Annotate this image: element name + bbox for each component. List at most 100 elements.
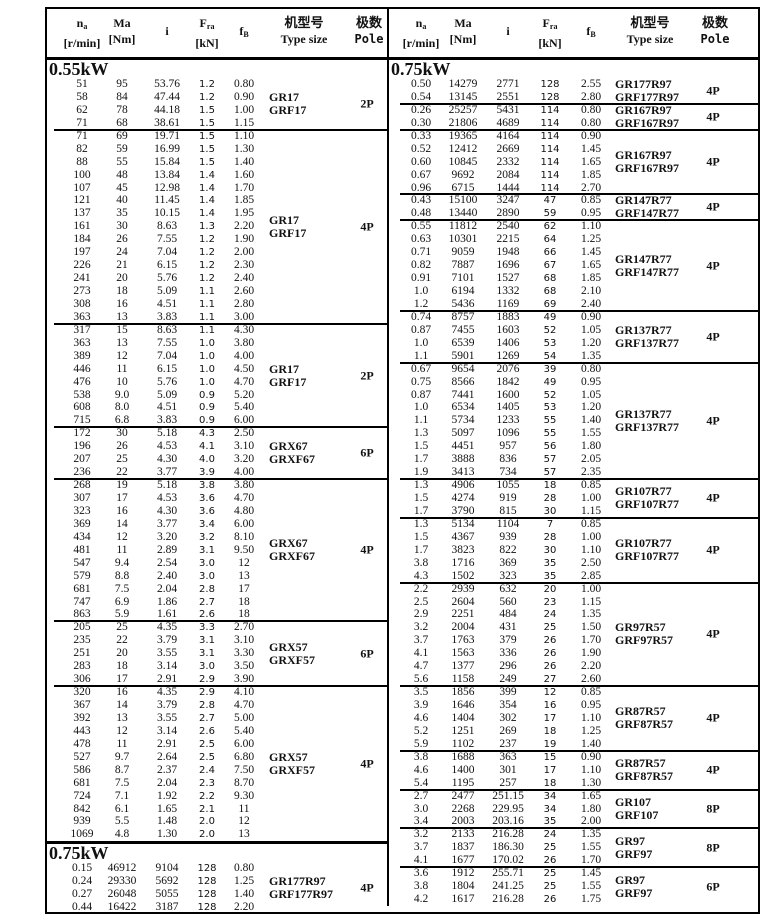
cell-fb: 1.70	[580, 634, 602, 647]
cell-fb: 0.80	[580, 116, 602, 129]
cell-na: 197	[73, 246, 91, 259]
cell-i: 13.84	[154, 168, 180, 181]
cell-fb: 1.15	[580, 595, 602, 608]
cell-i: 302	[499, 711, 517, 724]
cell-fb: 1.00	[233, 103, 255, 116]
cell-na: 71	[76, 129, 88, 142]
pole-count: 4P	[360, 756, 374, 771]
table-row: 235 22 3.79 3.1 3.10	[47, 634, 387, 647]
cell-ma: 14	[116, 517, 128, 530]
cell-i: 7.55	[156, 233, 178, 246]
cell-i: 3.83	[156, 414, 178, 427]
cell-fb: 13	[238, 569, 250, 582]
cell-ma: 84	[116, 90, 128, 103]
model-group: 3.2 2133 216.28 24 1.35 3.7 1837 186.30 25 1.55 4.…	[389, 827, 760, 867]
cell-ma: 5436	[451, 297, 475, 310]
cell-ma: 8757	[451, 310, 475, 323]
cell-na: 724	[73, 789, 91, 802]
cell-fra: 52	[543, 389, 557, 401]
cell-ma: 26	[116, 440, 128, 453]
cell-i: 12.98	[154, 181, 180, 194]
cell-fra: 17	[543, 764, 557, 776]
cell-na: 446	[73, 362, 91, 375]
cell-ma: 1251	[451, 724, 475, 737]
cell-i: 1104	[496, 517, 520, 530]
cell-na: 273	[73, 285, 91, 297]
cell-ma: 4.8	[114, 828, 130, 841]
table-row: 0.67 9654 2076 39 0.80	[389, 363, 760, 376]
cell-i: 5692	[155, 875, 179, 888]
model-group: 320 16 4.35 2.9 4.10 367 14 3.79 2.8 4.70 392 13 3.5…	[47, 685, 387, 841]
cell-i: 16.99	[154, 142, 180, 155]
cell-i: 2.91	[156, 673, 178, 686]
cell-na: 241	[73, 272, 91, 285]
cell-fb: 2.55	[580, 78, 602, 90]
type-size: GR167R97 GRF167R97	[615, 149, 679, 175]
table-row: 196 26 4.53 4.1 3.10	[47, 440, 387, 453]
cell-i: 53.76	[154, 78, 180, 90]
cell-ma: 10845	[448, 155, 478, 168]
cell-ma: 1646	[451, 699, 475, 711]
cell-fra: 23	[543, 596, 557, 608]
cell-fra: 3.8	[199, 480, 215, 492]
table-row: 0.87 7441 1600 52 1.05	[389, 389, 760, 402]
cell-na: 1.0	[413, 401, 429, 414]
cell-na: 0.33	[410, 129, 432, 142]
cell-ma: 25	[116, 453, 128, 466]
cell-fra: 28	[543, 531, 557, 543]
cell-fb: 1.90	[580, 647, 602, 660]
cell-na: 0.54	[410, 90, 432, 103]
table-row: 3.8 1716 369 35 2.50	[389, 557, 760, 570]
cell-i: 1.65	[156, 802, 178, 815]
header-ma-unit: [Nm]	[108, 32, 136, 46]
cell-na: 443	[73, 724, 91, 737]
cell-i: 632	[499, 582, 517, 595]
cell-i: 2771	[496, 78, 520, 90]
cell-i: 2.64	[156, 750, 178, 763]
type-size-name: GRF167R97	[615, 161, 679, 176]
table-row: 0.44 16422 3187 128 2.20	[47, 901, 387, 914]
cell-fra: 128	[197, 876, 217, 888]
cell-i: 4.35	[156, 686, 178, 699]
cell-ma: 15	[116, 323, 128, 336]
cell-na: 0.67	[410, 168, 432, 181]
cell-fra: 55	[543, 428, 557, 440]
cell-ma: 6715	[451, 181, 475, 194]
cell-ma: 1617	[451, 893, 475, 906]
header-type-cn: 机型号	[630, 15, 670, 30]
cell-fra: 35	[543, 570, 557, 582]
cell-fra: 0.9	[199, 389, 215, 401]
type-size: GR107R77 GRF107R77	[615, 485, 679, 511]
table-row: 0.52 12412 2669 114 1.45	[389, 143, 760, 156]
cell-i: 5.76	[156, 375, 178, 388]
cell-i: 1444	[496, 181, 520, 194]
cell-fra: 128	[540, 79, 560, 90]
cell-i: 3247	[496, 194, 520, 207]
type-size-name: GR17	[269, 361, 299, 376]
table-row: 3.8 1688 363 15 0.90	[389, 751, 760, 764]
cell-na: 1.7	[413, 453, 429, 466]
cell-i: 7.04	[156, 246, 178, 259]
cell-i: 251.15	[492, 789, 524, 802]
cell-ma: 8566	[451, 375, 475, 388]
cell-ma: 1912	[451, 867, 475, 880]
header-i: i	[165, 23, 168, 39]
cell-fb: 1.20	[580, 336, 602, 349]
type-size-name: GRF97R57	[615, 633, 673, 648]
cell-ma: 9654	[451, 362, 475, 375]
cell-ma: 6.9	[114, 595, 130, 608]
cell-i: 4.53	[156, 492, 178, 504]
table-row: 0.96 6715 1444 114 2.70	[389, 182, 760, 195]
cell-ma: 7.5	[114, 776, 130, 789]
cell-fra: 1.1	[199, 298, 215, 310]
pole-count: 4P	[706, 626, 720, 641]
cell-i: 2669	[496, 142, 520, 155]
cell-fb: 1.65	[580, 155, 602, 168]
cell-fra: 3.9	[199, 467, 215, 479]
cell-fb: 1.90	[233, 233, 255, 246]
pole-count: 4P	[706, 542, 720, 557]
cell-ma: 22	[116, 466, 128, 479]
type-size: GR97 GRF97	[615, 834, 652, 861]
cell-fb: 4.00	[233, 349, 255, 362]
cell-fra: 26	[543, 661, 557, 673]
